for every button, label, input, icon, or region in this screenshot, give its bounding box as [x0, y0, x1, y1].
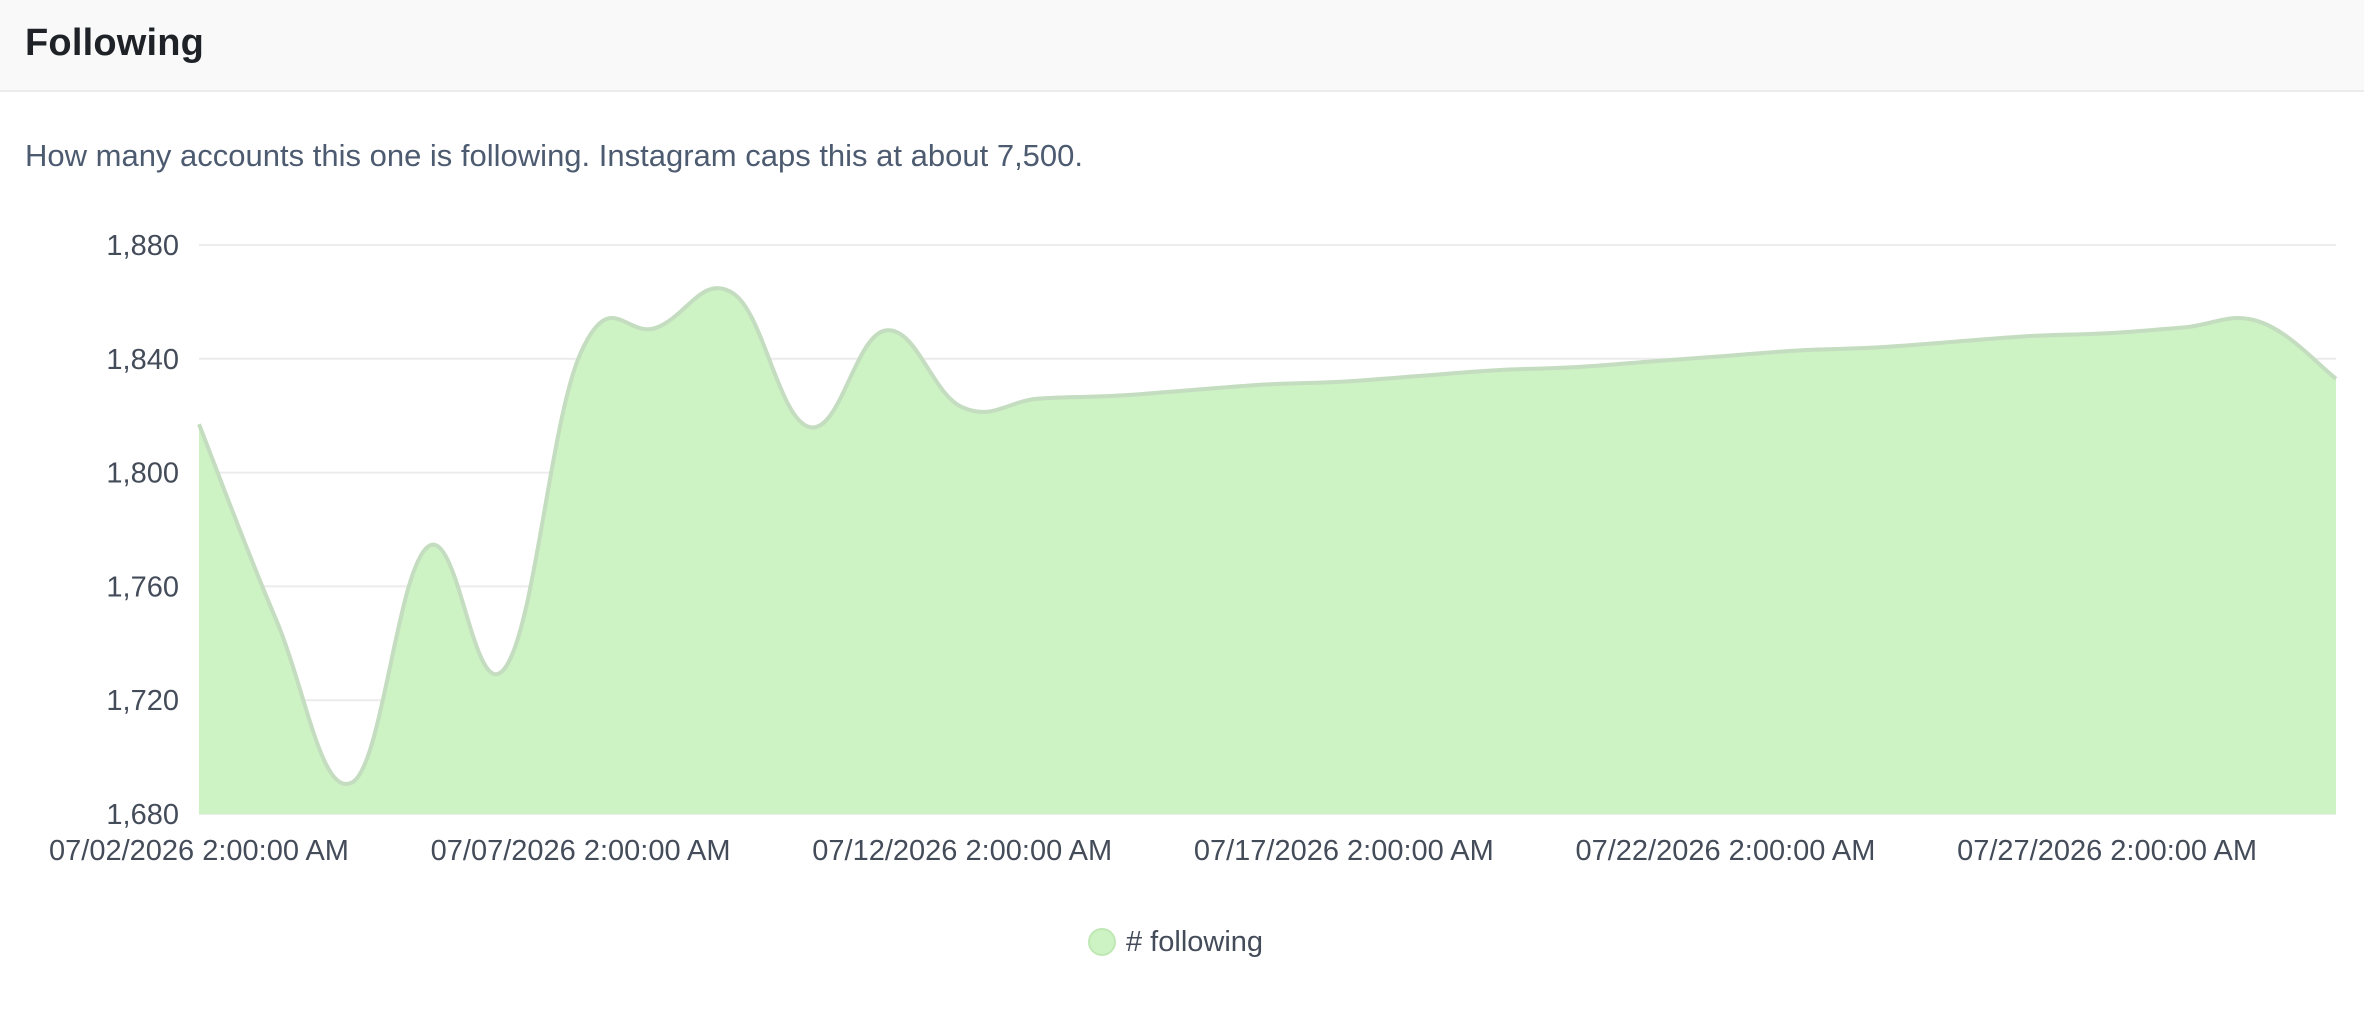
- x-axis-ticks: 07/02/2026 2:00:00 AM 07/07/2026 2:00:00 …: [49, 835, 2257, 867]
- data-point[interactable]: [1265, 381, 1271, 387]
- data-point[interactable]: [578, 350, 584, 356]
- series-line: [197, 286, 2338, 786]
- area-fill: [199, 288, 2336, 814]
- legend-swatch: [1088, 928, 1116, 956]
- series-area: [196, 286, 2339, 814]
- data-point[interactable]: [1951, 339, 1957, 345]
- y-tick-label: 1,760: [106, 571, 179, 603]
- data-point[interactable]: [196, 421, 202, 427]
- x-tick-label: 07/12/2026 2:00:00 AM: [812, 835, 1112, 867]
- data-point[interactable]: [730, 290, 736, 296]
- y-axis-ticks: 1,680 1,720 1,760 1,800 1,840 1,880: [106, 230, 179, 831]
- data-point[interactable]: [1570, 364, 1576, 370]
- data-point[interactable]: [654, 325, 660, 331]
- data-point[interactable]: [1875, 344, 1881, 350]
- legend-label: # following: [1126, 925, 1264, 958]
- data-point[interactable]: [425, 544, 431, 550]
- panel-title: Following: [25, 22, 205, 64]
- x-tick-label: 07/17/2026 2:00:00 AM: [1194, 835, 1494, 867]
- panel-description: How many accounts this one is following.…: [25, 138, 1084, 173]
- data-point[interactable]: [272, 615, 278, 621]
- data-point[interactable]: [349, 780, 355, 786]
- data-point[interactable]: [1722, 353, 1728, 359]
- y-tick-label: 1,680: [106, 799, 179, 831]
- data-point[interactable]: [2104, 330, 2110, 336]
- data-point[interactable]: [1341, 379, 1347, 385]
- y-tick-label: 1,800: [106, 458, 179, 490]
- data-point[interactable]: [501, 666, 507, 672]
- data-point[interactable]: [1493, 367, 1499, 373]
- data-point[interactable]: [1646, 359, 1652, 365]
- chart-legend[interactable]: # following: [1088, 922, 1263, 962]
- data-point[interactable]: [1799, 347, 1805, 353]
- data-point[interactable]: [2028, 333, 2034, 339]
- x-tick-label: 07/07/2026 2:00:00 AM: [431, 835, 731, 867]
- x-tick-label: 07/02/2026 2:00:00 AM: [49, 835, 349, 867]
- data-point[interactable]: [2180, 325, 2186, 331]
- y-tick-label: 1,840: [106, 344, 179, 376]
- data-point[interactable]: [959, 404, 965, 410]
- data-point[interactable]: [1112, 393, 1118, 399]
- data-point[interactable]: [883, 327, 889, 333]
- data-point[interactable]: [807, 424, 813, 430]
- y-tick-label: 1,720: [106, 685, 179, 717]
- data-point[interactable]: [2257, 319, 2263, 325]
- panel-header: Following: [0, 0, 2364, 92]
- x-tick-label: 07/27/2026 2:00:00 AM: [1957, 835, 2257, 867]
- data-point[interactable]: [1417, 373, 1423, 379]
- y-tick-label: 1,880: [106, 230, 179, 262]
- data-point[interactable]: [1036, 396, 1042, 402]
- data-point[interactable]: [2333, 376, 2339, 382]
- data-point[interactable]: [1188, 387, 1194, 393]
- x-tick-label: 07/22/2026 2:00:00 AM: [1575, 835, 1875, 867]
